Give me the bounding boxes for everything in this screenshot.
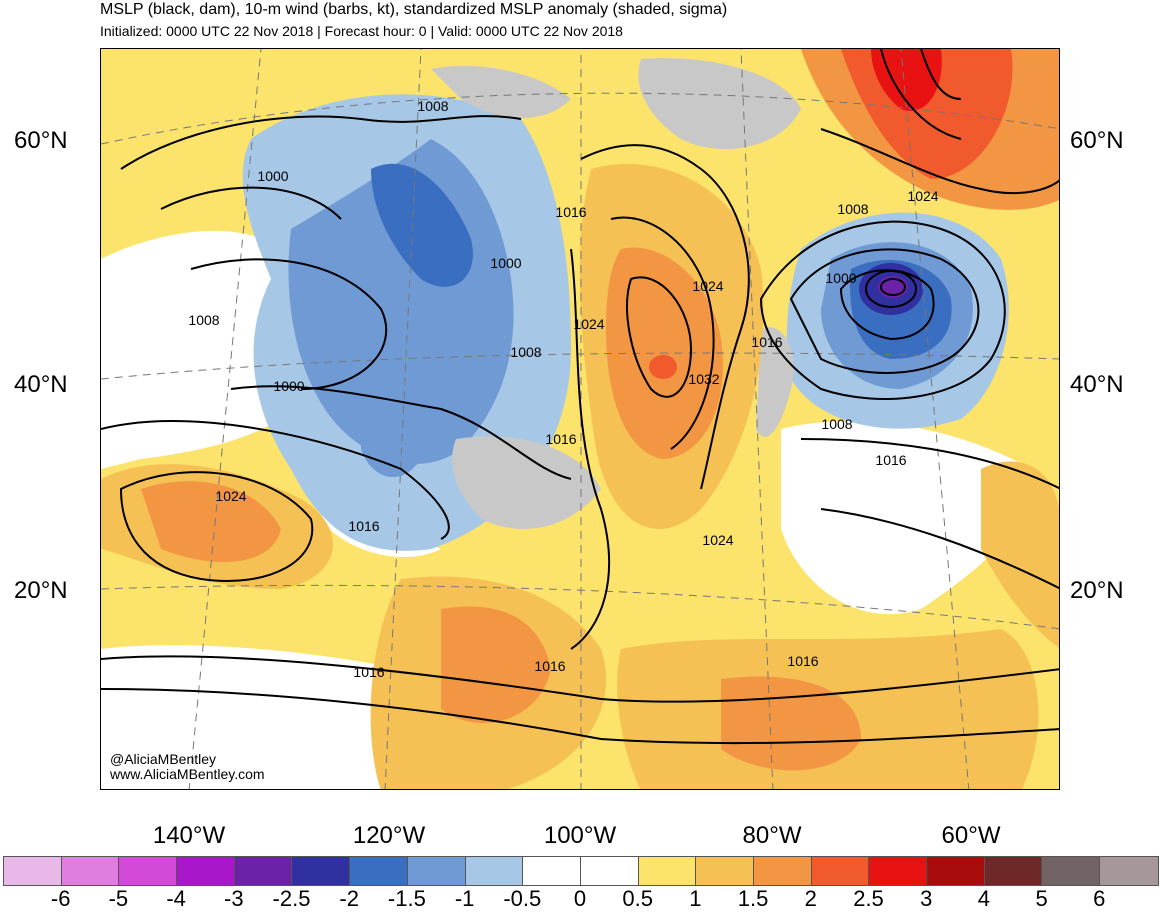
isobar-label: 1032 [688, 371, 719, 387]
colorbar-tick-label: -3 [224, 886, 244, 911]
colorbar-tick-label: 1 [689, 886, 702, 911]
colorbar-swatch [407, 857, 466, 885]
colorbar-swatch [523, 857, 581, 885]
colorbar-swatch [869, 857, 927, 885]
lat-label-60n-left: 60°N [14, 127, 68, 154]
colorbar-swatch [984, 857, 1043, 885]
colorbar-tick-label: -1 [454, 886, 475, 911]
colorbar-swatch [4, 857, 62, 885]
colorbar-tick-label: -6 [50, 886, 71, 911]
anomaly-positive-greenland [801, 49, 1059, 210]
colorbar-tick-label: -0.5 [503, 886, 542, 911]
map-svg: 1008 1000 1016 1008 1000 1008 1000 1016 … [101, 49, 1059, 789]
lat-label-40n-right: 40°N [1070, 371, 1124, 398]
isobar-label: 1024 [702, 532, 733, 548]
colorbar-swatch [177, 857, 235, 885]
lon-label-100w: 100°W [543, 822, 617, 849]
lon-label-140w: 140°W [152, 822, 226, 849]
colorbar-tick-label: -4 [166, 886, 186, 911]
colorbar-tick-label: -1.5 [387, 886, 426, 911]
lon-label-60w: 60°W [941, 822, 1001, 849]
isobar-label: 1016 [787, 653, 818, 669]
colorbar-swatch [1042, 857, 1101, 885]
colorbar-swatch [61, 857, 120, 885]
isobars [101, 49, 1059, 745]
isobar-label: 1024 [215, 488, 246, 504]
graticule [101, 49, 1059, 789]
isobar-labels: 1008 1000 1016 1008 1000 1008 1000 1016 … [188, 98, 938, 680]
lat-label-60n-right: 60°N [1070, 127, 1124, 154]
isobar-label: 1000 [490, 255, 521, 271]
colorbar-swatch [292, 857, 351, 885]
colorbar-swatch [753, 857, 812, 885]
colorbar-tick-label: -5 [108, 886, 129, 911]
colorbar-swatch [638, 857, 697, 885]
colorbar-tick-label: 2.5 [853, 886, 884, 911]
colorbar-tick-label: -2 [339, 886, 359, 911]
isobar-label: 1008 [510, 344, 541, 360]
lat-label-40n-left: 40°N [14, 371, 68, 398]
colorbar-tick-label: 0.5 [622, 886, 653, 911]
colorbar-swatch [580, 857, 639, 885]
isobar-label: 1016 [353, 664, 384, 680]
isobar-label: 1000 [257, 168, 288, 184]
colorbar-tick-label: 1.5 [737, 886, 769, 911]
lat-label-20n-right: 20°N [1070, 577, 1124, 604]
isobar-label: 1016 [555, 204, 586, 220]
isobar-label: 1016 [545, 431, 576, 447]
colorbar-tick-label: 4 [977, 886, 991, 911]
colorbar-tick-label: -2.5 [272, 886, 311, 911]
isobar-label: 1024 [907, 188, 938, 204]
anomaly-negative-east-low [786, 212, 1009, 429]
lon-label-80w: 80°W [742, 822, 802, 849]
map-title: MSLP (black, dam), 10-m wind (barbs, kt)… [100, 1, 728, 18]
colorbar-tick-label: 0 [573, 886, 587, 911]
colorbar-swatch [465, 857, 524, 885]
credit-block: @AliciaMBentley www.AliciaMBentley.com [110, 752, 265, 782]
isobar-label: 1008 [821, 416, 852, 432]
isobar-label: 1008 [188, 312, 219, 328]
isobar-label: 1016 [875, 452, 906, 468]
isobar-label: 1008 [417, 98, 448, 114]
isobar-label: 1016 [534, 658, 565, 674]
isobar-label: 1000 [825, 270, 856, 286]
lat-label-20n-left: 20°N [14, 577, 68, 604]
terrain-grey [431, 58, 801, 529]
map-panel: 1008 1000 1016 1008 1000 1008 1000 1016 … [100, 48, 1060, 790]
colorbar-tick-label: 3 [920, 886, 933, 911]
colorbar-tick-label: 2 [804, 886, 817, 911]
colorbar-swatch [811, 857, 870, 885]
colorbar-swatch [234, 857, 293, 885]
isobar-label: 1024 [692, 278, 723, 294]
isobar-label: 1024 [573, 316, 604, 332]
isobar-label: 1016 [751, 334, 782, 350]
isobar-label: 1008 [837, 201, 868, 217]
colorbar-swatch [927, 857, 985, 885]
colorbar [3, 856, 1159, 886]
colorbar-swatch [696, 857, 754, 885]
lon-label-120w: 120°W [352, 822, 426, 849]
colorbar-swatch [119, 857, 178, 885]
map-subtitle: Initialized: 0000 UTC 22 Nov 2018 | Fore… [100, 23, 623, 39]
colorbar-tick-label: 6 [1093, 886, 1106, 911]
colorbar-swatch [1100, 857, 1158, 885]
credit-handle: @AliciaMBentley [110, 751, 217, 767]
credit-website: www.AliciaMBentley.com [110, 766, 265, 782]
colorbar-tick-label: 5 [1035, 886, 1048, 911]
isobar-label: 1000 [273, 378, 304, 394]
isobar-label: 1016 [348, 518, 379, 534]
colorbar-swatch [350, 857, 408, 885]
